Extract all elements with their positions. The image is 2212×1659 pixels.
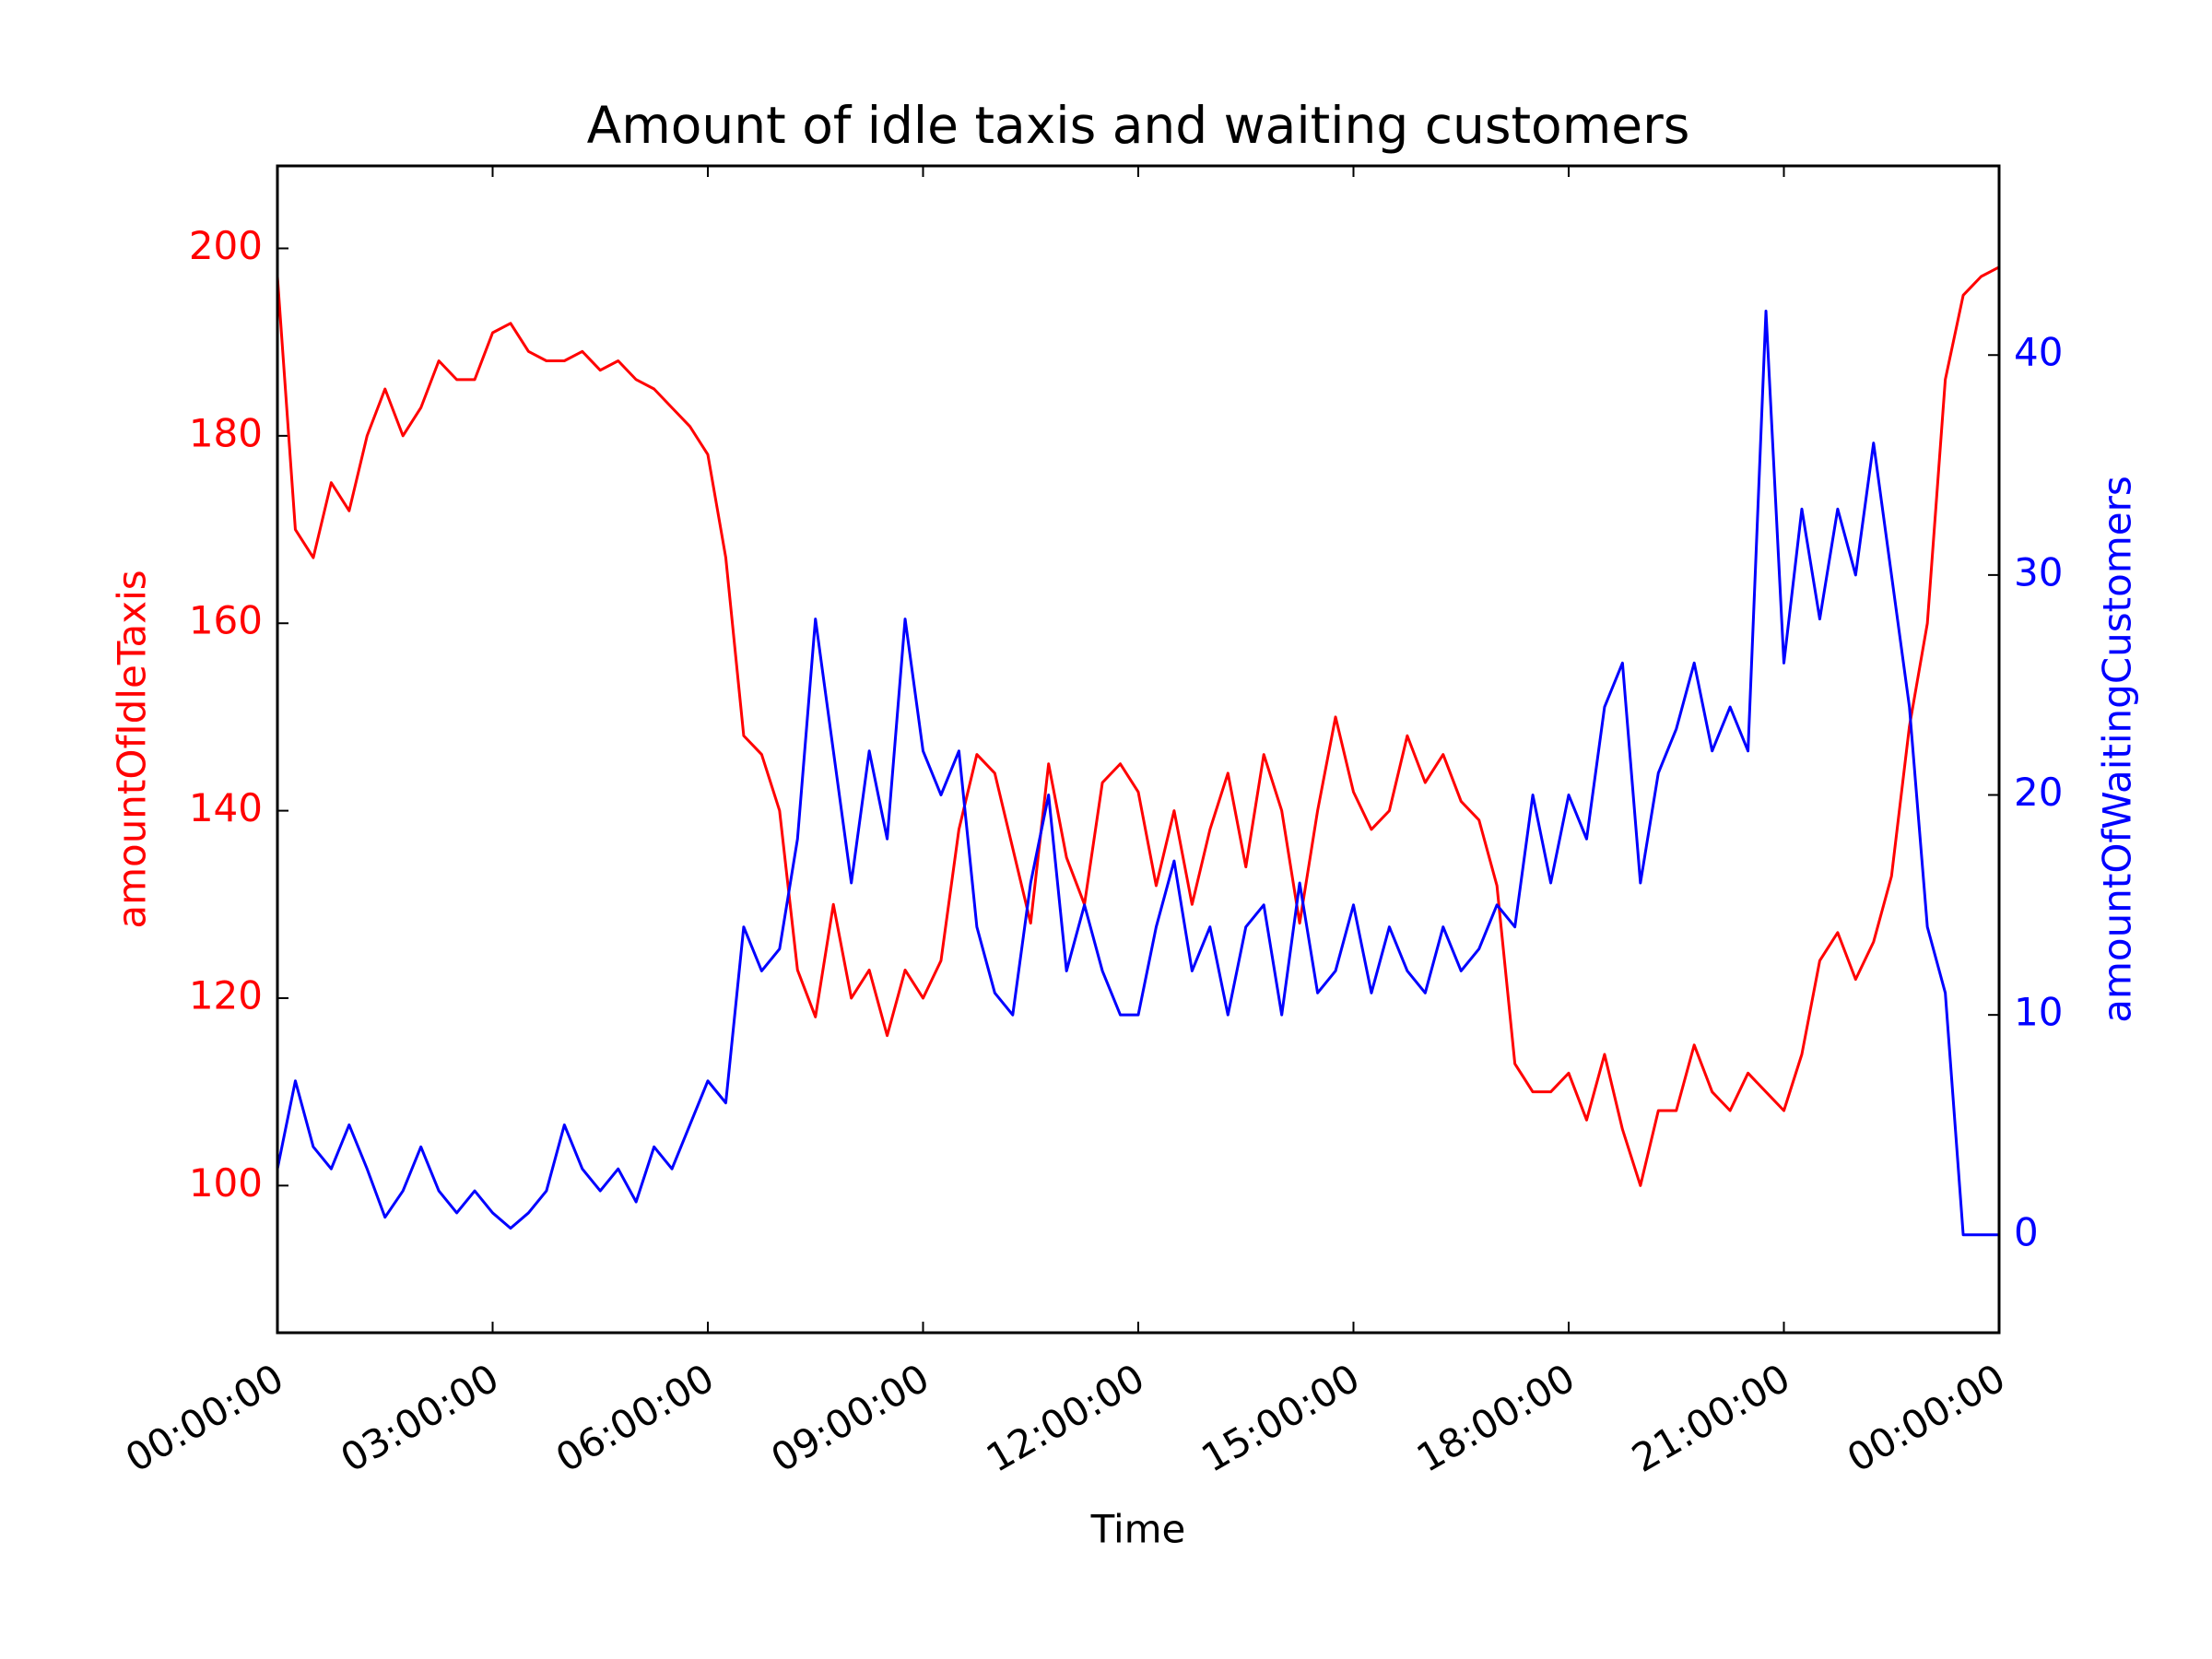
y2-tick-label: 10 bbox=[2014, 990, 2063, 1035]
y-tick-label: 160 bbox=[189, 598, 263, 643]
y2-tick-label: 0 bbox=[2014, 1209, 2039, 1254]
plot-frame bbox=[276, 164, 2001, 1335]
y2-axis-label: amountOfWaitingCustomers bbox=[2095, 476, 2140, 1022]
y2-tick-label: 20 bbox=[2014, 770, 2063, 815]
chart-title: Amount of idle taxis and waiting custome… bbox=[587, 96, 1690, 155]
y-tick-label: 120 bbox=[189, 972, 263, 1018]
y-axis-label: amountOfIdleTaxis bbox=[110, 570, 155, 928]
y2-tick-label: 40 bbox=[2014, 330, 2063, 375]
series-line bbox=[276, 310, 1999, 1237]
series-line bbox=[276, 265, 2000, 1187]
y-tick-label: 200 bbox=[189, 223, 263, 268]
y-tick-label: 180 bbox=[189, 410, 263, 455]
y2-tick-label: 30 bbox=[2014, 549, 2063, 594]
x-axis-label: Time bbox=[1090, 1507, 1186, 1552]
y-tick-label: 140 bbox=[189, 785, 263, 830]
y-tick-label: 100 bbox=[189, 1160, 263, 1206]
